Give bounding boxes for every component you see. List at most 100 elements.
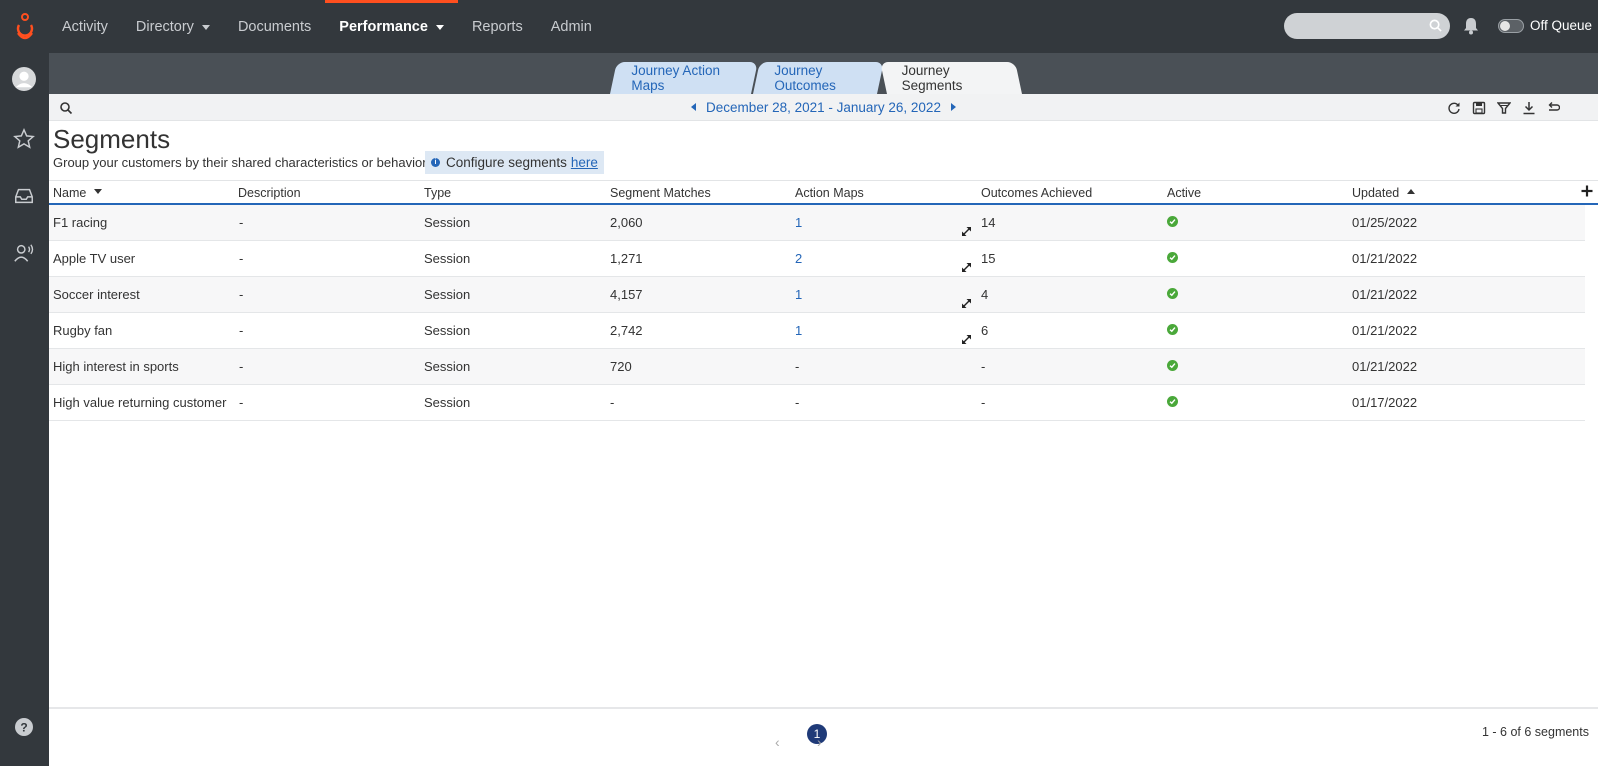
column-header-active[interactable]: Active	[1167, 186, 1202, 200]
cell-description: -	[239, 215, 244, 230]
cell-segment-matches: 1,271	[610, 251, 643, 266]
action-maps-link[interactable]: 2	[795, 251, 803, 266]
cell-name: F1 racing	[53, 215, 108, 230]
cell-description: -	[239, 323, 244, 338]
current-page-badge[interactable]: 1	[807, 724, 827, 744]
cell-updated: 01/21/2022	[1352, 287, 1418, 302]
active-check-icon	[1167, 360, 1178, 371]
table-row[interactable]: High value returning customer - Session - - -…	[49, 385, 1585, 421]
download-icon[interactable]	[1522, 101, 1536, 115]
configure-info-text: Configure segments	[446, 155, 567, 170]
refresh-icon[interactable]	[1447, 101, 1461, 115]
user-voice-icon[interactable]	[12, 241, 36, 265]
column-header-name[interactable]: Name	[53, 186, 103, 200]
action-maps-link[interactable]: 1	[795, 323, 803, 338]
cell-outcomes-achieved: -	[981, 395, 986, 410]
undo-icon[interactable]	[1546, 101, 1560, 115]
cell-outcomes-achieved: 15	[981, 251, 996, 266]
cell-type: Session	[424, 359, 471, 374]
help-icon[interactable]: ?	[12, 715, 36, 739]
next-page-icon[interactable]: ›	[817, 734, 822, 750]
sort-ascending-icon	[1407, 189, 1416, 195]
avatar[interactable]	[12, 67, 36, 91]
cell-outcomes-achieved: 4	[981, 287, 989, 302]
nav-item-performance[interactable]: Performance	[325, 0, 458, 53]
top-nav-bar: Activity Directory Documents Performance Rep…	[0, 0, 1598, 53]
cell-name: Apple TV user	[53, 251, 136, 266]
page-subtitle: Group your customers by their shared cha…	[53, 155, 437, 170]
main-nav: Activity Directory Documents Performance Rep…	[48, 0, 606, 53]
action-maps-link[interactable]: 1	[795, 287, 803, 302]
cell-segment-matches: 2,060	[610, 215, 643, 230]
table-row[interactable]: Soccer interest - Session 4,157 1 4 01/21/2022	[49, 277, 1585, 313]
expand-icon[interactable]	[961, 298, 972, 309]
table-row[interactable]: Rugby fan - Session 2,742 1 6 01/21/2022	[49, 313, 1585, 349]
tab-strip: Journey Action Maps Journey Outcomes Jou…	[49, 53, 1598, 94]
add-segment-icon[interactable]	[1580, 184, 1594, 198]
cell-outcomes-achieved: 6	[981, 323, 989, 338]
configure-segments-link[interactable]: here	[570, 155, 598, 170]
search-icon[interactable]	[59, 101, 73, 115]
tab-journey-action-maps[interactable]: Journey Action Maps	[610, 62, 758, 94]
cell-segment-matches: 4,157	[610, 287, 643, 302]
active-check-icon	[1167, 324, 1178, 335]
date-range-label[interactable]: December 28, 2021 - January 26, 2022	[706, 100, 941, 115]
pagination-footer: ‹ 1 › 1 - 6 of 6 segments	[49, 707, 1598, 766]
column-header-description[interactable]: Description	[238, 186, 301, 200]
cell-outcomes-achieved: 14	[981, 215, 996, 230]
column-header-segment-matches[interactable]: Segment Matches	[610, 186, 711, 200]
expand-icon[interactable]	[961, 262, 972, 273]
save-icon[interactable]	[1472, 101, 1486, 115]
column-header-action-maps[interactable]: Action Maps	[795, 186, 864, 200]
genesys-logo-icon[interactable]	[14, 13, 36, 41]
filter-icon[interactable]	[1497, 101, 1511, 115]
previous-range-icon[interactable]	[691, 103, 697, 112]
page-title: Segments	[53, 124, 171, 154]
configure-info-banner: i Configure segments here	[425, 151, 604, 174]
search-icon	[1429, 19, 1442, 32]
active-check-icon	[1167, 216, 1178, 227]
cell-description: -	[239, 251, 244, 266]
pagination-summary: 1 - 6 of 6 segments	[1481, 725, 1589, 739]
left-sidebar: ?	[0, 53, 48, 766]
cell-segment-matches: 2,742	[610, 323, 643, 338]
star-icon[interactable]	[12, 127, 36, 151]
previous-page-icon[interactable]: ‹	[775, 734, 780, 750]
cell-type: Session	[424, 287, 471, 302]
cell-action-maps: -	[795, 359, 800, 374]
column-header-updated[interactable]: Updated	[1352, 186, 1416, 200]
expand-icon[interactable]	[961, 334, 972, 345]
global-search-input[interactable]	[1284, 13, 1450, 39]
nav-item-documents[interactable]: Documents	[237, 18, 312, 35]
next-range-icon[interactable]	[950, 103, 956, 112]
main-content: Journey Action Maps Journey Outcomes Jou…	[49, 53, 1598, 766]
tab-journey-outcomes[interactable]: Journey Outcomes	[753, 62, 884, 94]
active-check-icon	[1167, 288, 1178, 299]
nav-item-directory[interactable]: Directory	[122, 0, 224, 53]
cell-name: Rugby fan	[53, 323, 113, 338]
nav-item-admin[interactable]: Admin	[550, 18, 592, 35]
info-icon: i	[431, 158, 440, 167]
queue-status-label: Off Queue	[1530, 18, 1593, 33]
svg-text:?: ?	[20, 721, 27, 735]
chevron-down-icon	[435, 25, 444, 30]
table-row[interactable]: High interest in sports - Session 720 - - 01/2…	[49, 349, 1585, 385]
chevron-down-icon	[201, 25, 210, 30]
expand-icon[interactable]	[961, 226, 972, 237]
table-row[interactable]: Apple TV user - Session 1,271 2 15 01/21/2022	[49, 241, 1585, 277]
segments-table-body: F1 racing - Session 2,060 1 14 01/25/2022 Apple…	[49, 205, 1585, 421]
cell-updated: 01/21/2022	[1352, 359, 1418, 374]
inbox-icon[interactable]	[12, 184, 36, 208]
cell-type: Session	[424, 323, 471, 338]
cell-updated: 01/25/2022	[1352, 215, 1418, 230]
action-maps-link[interactable]: 1	[795, 215, 803, 230]
nav-item-activity[interactable]: Activity	[62, 18, 108, 35]
column-header-outcomes-achieved[interactable]: Outcomes Achieved	[981, 186, 1093, 200]
notifications-bell-icon[interactable]	[1463, 17, 1479, 35]
column-header-type[interactable]: Type	[424, 186, 452, 200]
nav-item-reports[interactable]: Reports	[471, 18, 523, 35]
tab-journey-segments[interactable]: Journey Segments	[880, 62, 1022, 94]
cell-description: -	[239, 359, 244, 374]
queue-toggle[interactable]	[1498, 19, 1524, 33]
table-row[interactable]: F1 racing - Session 2,060 1 14 01/25/2022	[49, 205, 1585, 241]
